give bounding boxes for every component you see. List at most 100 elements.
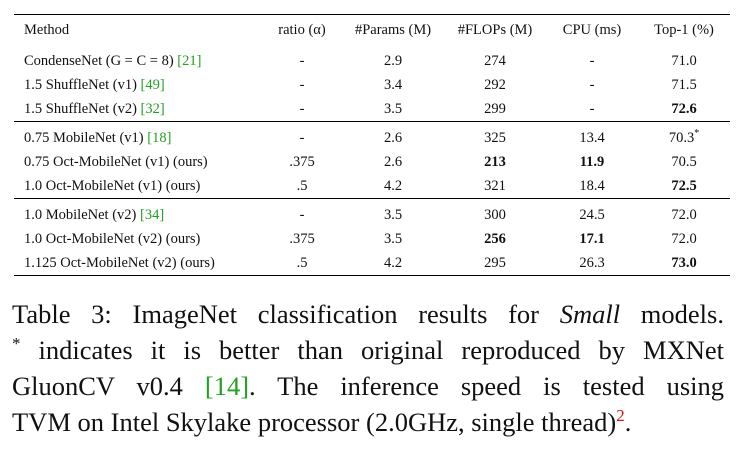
params-value: 3.5 — [383, 207, 403, 223]
cell-flops: 295 — [444, 251, 546, 275]
cell-cpu: - — [546, 49, 638, 73]
flops-value: 256 — [484, 231, 506, 247]
params-value: 2.6 — [383, 154, 403, 170]
params-value: 4.2 — [383, 178, 403, 194]
cell-params: 3.5 — [342, 203, 444, 227]
cell-ratio: - — [262, 126, 342, 150]
method-name: 0.75 MobileNet (v1) — [24, 130, 148, 146]
params-value: 3.4 — [383, 77, 403, 93]
top1-value: 72.5 — [671, 178, 697, 194]
method-name: 1.5 ShuffleNet (v2) — [24, 101, 141, 117]
params-value: 3.5 — [383, 231, 403, 247]
flops-value: 299 — [484, 101, 506, 117]
flops-value: 300 — [484, 207, 506, 223]
cell-cpu: - — [546, 73, 638, 97]
table-row: 1.125 Oct-MobileNet (v2) (ours) .5 4.2 295 2… — [14, 251, 730, 275]
cell-params: 4.2 — [342, 251, 444, 275]
table-row: 0.75 Oct-MobileNet (v1) (ours) .375 2.6 213… — [14, 150, 730, 174]
cell-flops: 300 — [444, 203, 546, 227]
caption-emphasis: Small — [559, 299, 621, 329]
cell-top1: 73.0 — [638, 251, 730, 275]
flops-value: 213 — [484, 154, 506, 170]
ratio-value: .375 — [289, 154, 315, 170]
citation-link[interactable]: [18] — [147, 130, 172, 146]
cell-method: 1.5 ShuffleNet (v1) [49] — [14, 73, 262, 97]
cell-ratio: - — [262, 73, 342, 97]
cell-top1: 70.5 — [638, 150, 730, 174]
table-row: CondenseNet (G = C = 8) [21] - 2.9 274 - 71.0 — [14, 49, 730, 73]
top1-value: 73.0 — [671, 255, 697, 271]
footnote-link[interactable]: 2 — [616, 406, 625, 426]
top1-value: 72.0 — [671, 231, 697, 247]
cell-method: 0.75 MobileNet (v1) [18] — [14, 126, 262, 150]
top1-value: 70.5 — [671, 154, 697, 170]
cell-flops: 299 — [444, 97, 546, 122]
cell-method: 0.75 Oct-MobileNet (v1) (ours) — [14, 150, 262, 174]
table-row: 1.0 MobileNet (v2) [34] - 3.5 300 24.5 72.0 — [14, 203, 730, 227]
cell-top1: 70.3* — [638, 126, 730, 150]
cell-cpu: 13.4 — [546, 126, 638, 150]
citation-link[interactable]: [32] — [140, 101, 165, 117]
citation-link[interactable]: [34] — [139, 207, 165, 223]
table-row: 1.5 ShuffleNet (v2) [32] - 3.5 299 - 72.6 — [14, 97, 730, 122]
top1-value: 72.6 — [671, 101, 697, 117]
caption-text: Table 3: ImageNet classification results… — [12, 299, 560, 329]
top1-value: 71.5 — [671, 77, 697, 93]
caption-line-4: TVM on Intel Skylake processor (2.0GHz, … — [12, 404, 724, 440]
method-name: 0.75 Oct-MobileNet (v1) (ours) — [24, 154, 208, 170]
citation-link[interactable]: [21] — [177, 53, 202, 69]
cell-method: 1.5 ShuffleNet (v2) [32] — [14, 97, 262, 122]
params-value: 2.6 — [383, 130, 403, 146]
table-bottom-rule — [14, 275, 730, 276]
ratio-value: - — [299, 101, 305, 117]
citation-link[interactable]: [14] — [204, 371, 250, 401]
citation-link[interactable]: [49] — [140, 77, 165, 93]
cell-flops: 321 — [444, 174, 546, 199]
group-separator — [14, 121, 730, 122]
cell-method: 1.125 Oct-MobileNet (v2) (ours) — [14, 251, 262, 275]
cell-cpu: 17.1 — [546, 227, 638, 251]
ratio-value: - — [299, 207, 305, 223]
cell-cpu: 24.5 — [546, 203, 638, 227]
flops-value: 325 — [484, 130, 506, 146]
cell-flops: 274 — [444, 49, 546, 73]
ratio-value: - — [299, 53, 305, 69]
star-marker: * — [694, 128, 700, 140]
method-name: 1.125 Oct-MobileNet (v2) (ours) — [24, 255, 215, 271]
cell-top1: 72.5 — [638, 174, 730, 199]
cell-ratio: - — [262, 97, 342, 122]
header-flops: #FLOPs (M) — [457, 22, 533, 38]
method-name: 1.0 Oct-MobileNet (v2) (ours) — [24, 231, 201, 247]
params-value: 3.5 — [383, 101, 403, 117]
ratio-value: .375 — [289, 231, 315, 247]
table-row: 1.0 Oct-MobileNet (v2) (ours) .375 3.5 256 1… — [14, 227, 730, 251]
cell-flops: 292 — [444, 73, 546, 97]
cpu-value: 13.4 — [579, 130, 605, 146]
cell-flops: 325 — [444, 126, 546, 150]
table-body: CondenseNet (G = C = 8) [21] - 2.9 274 - 71.0… — [14, 45, 730, 275]
cell-params: 2.6 — [342, 126, 444, 150]
caption-text: . The inference speed is tested using — [249, 371, 724, 401]
group-separator — [14, 198, 730, 199]
caption-line-3: GluonCV v0.4 [14]. The inference speed i… — [12, 368, 724, 404]
table-top-rule — [14, 14, 730, 15]
cell-params: 2.6 — [342, 150, 444, 174]
flops-value: 321 — [484, 178, 506, 194]
results-table: Method ratio (α) #Params (M) #FLOPs (M) … — [14, 15, 730, 275]
results-table-container: Method ratio (α) #Params (M) #FLOPs (M) … — [14, 14, 730, 276]
ratio-value: - — [299, 130, 305, 146]
cpu-value: 24.5 — [579, 207, 605, 223]
cell-ratio: .5 — [262, 174, 342, 199]
header-ratio: ratio (α) — [278, 22, 326, 38]
cell-params: 2.9 — [342, 49, 444, 73]
ratio-value: .5 — [296, 178, 308, 194]
cell-ratio: .5 — [262, 251, 342, 275]
flops-value: 274 — [484, 53, 506, 69]
header-cpu: CPU (ms) — [562, 22, 622, 38]
caption-text: models. — [620, 299, 724, 329]
top1-value: 72.0 — [671, 207, 697, 223]
cpu-value: - — [589, 101, 595, 117]
cell-params: 4.2 — [342, 174, 444, 199]
cell-method: 1.0 MobileNet (v2) [34] — [14, 203, 262, 227]
cpu-value: 26.3 — [579, 255, 605, 271]
